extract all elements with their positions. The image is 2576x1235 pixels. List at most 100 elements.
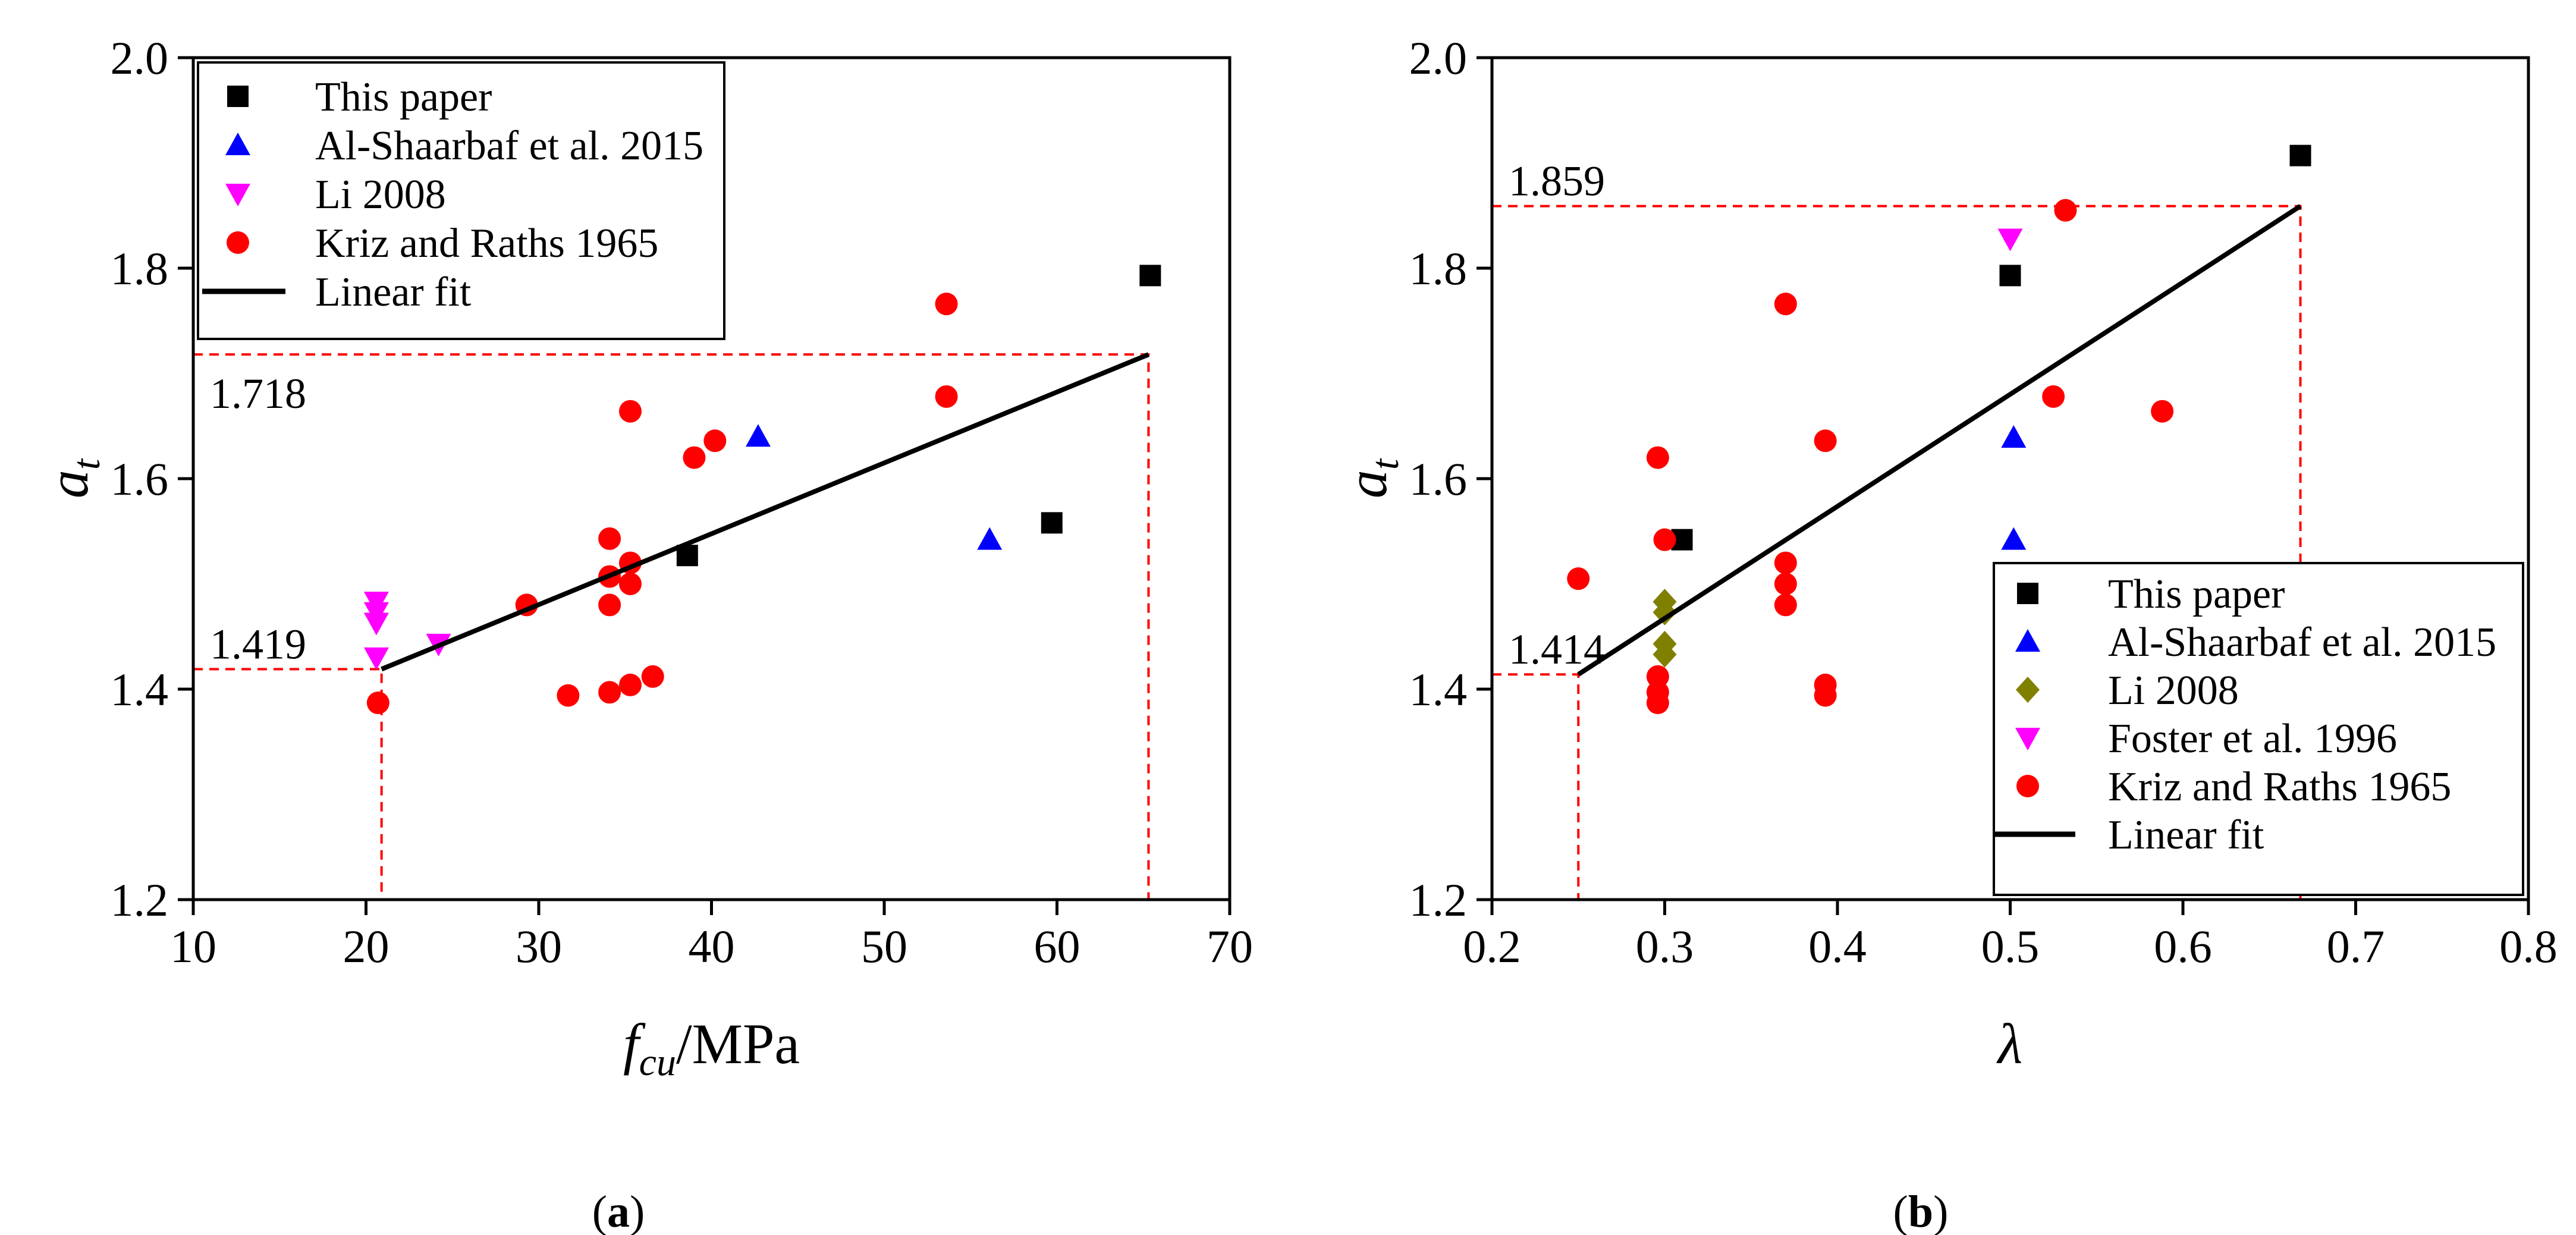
y-axis-label-sub: t xyxy=(1364,458,1407,470)
legend-marker xyxy=(2017,583,2038,604)
legend-marker xyxy=(2016,677,2040,703)
y-axis-label: at xyxy=(36,458,108,498)
y-axis-label: at xyxy=(1335,458,1407,498)
panel-label-open: ( xyxy=(1893,1187,1908,1235)
y-tick-label: 2.0 xyxy=(1409,32,1468,84)
panel-a: 10 20 30 40 50 60 701.21.41.61.82.0fcu/MPaat1.… xyxy=(36,32,1253,1235)
x-axis-label-sub: cu xyxy=(639,1041,676,1084)
legend-entry-label: Foster et al. 1996 xyxy=(2108,716,2397,762)
point-kriz-and-raths-1965 xyxy=(641,665,664,688)
annotation-value-1: 1.718 xyxy=(210,370,306,417)
legend-marker xyxy=(2015,728,2040,750)
point-kriz-and-raths-1965 xyxy=(598,527,621,550)
legend-box xyxy=(197,61,725,340)
point-li-2008 xyxy=(1653,641,1677,668)
panel-label: (a) xyxy=(592,1187,645,1235)
linear-fit-line xyxy=(381,352,1149,672)
legend-entry-label: Linear fit xyxy=(2108,812,2264,858)
x-axis-label-main: λ xyxy=(1996,1012,2023,1076)
legend-entry-label: Kriz and Raths 1965 xyxy=(315,221,658,266)
legend-marker xyxy=(227,231,249,254)
point-kriz-and-raths-1965 xyxy=(618,673,642,696)
point-kriz-and-raths-1965 xyxy=(1653,528,1676,551)
x-axis-label-unit: /MPa xyxy=(676,1012,800,1076)
y-tick-label: 1.6 xyxy=(1409,453,1468,505)
legend-entry-label: Al-Shaarbaf et al. 2015 xyxy=(315,123,703,169)
legend-entry-label: This paper xyxy=(2108,571,2285,617)
point-kriz-and-raths-1965 xyxy=(683,446,706,469)
point-kriz-and-raths-1965 xyxy=(1774,293,1797,316)
x-tick-label: 70 xyxy=(1207,920,1253,972)
point-this-paper xyxy=(1999,265,2021,287)
panel-label-letter: b xyxy=(1908,1187,1933,1235)
y-tick-label: 1.2 xyxy=(111,874,169,926)
legend-entry-label: Li 2008 xyxy=(2108,668,2239,714)
point-kriz-and-raths-1965 xyxy=(1774,573,1797,595)
legend-marker xyxy=(227,86,249,107)
x-tick-label: 40 xyxy=(689,920,735,972)
legend-marker xyxy=(225,184,250,206)
point-kriz-and-raths-1965 xyxy=(557,684,580,707)
point-this-paper xyxy=(1041,512,1063,534)
x-tick-label: 0.3 xyxy=(1636,920,1694,972)
point-foster-et-al-1996 xyxy=(1997,228,2023,252)
legend-entry-label: Al-Shaarbaf et al. 2015 xyxy=(2108,620,2496,665)
x-tick-label: 0.5 xyxy=(1981,920,2040,972)
point-kriz-and-raths-1965 xyxy=(1814,429,1837,452)
annotation-value-2: 1.419 xyxy=(210,620,306,668)
panel-label-close: ) xyxy=(630,1187,645,1235)
y-axis-label-main: a xyxy=(1335,470,1399,498)
point-kriz-and-raths-1965 xyxy=(618,400,642,423)
point-kriz-and-raths-1965 xyxy=(1646,446,1669,469)
legend-entry-label: Li 2008 xyxy=(315,172,446,218)
point-kriz-and-raths-1965 xyxy=(1774,551,1797,574)
point-kriz-and-raths-1965 xyxy=(618,573,642,595)
legend-entry-label: This paper xyxy=(315,74,492,120)
point-kriz-and-raths-1965 xyxy=(1646,665,1669,688)
legend-marker xyxy=(2015,629,2040,652)
legend-entry-label: Linear fit xyxy=(315,269,472,315)
panel-label-open: ( xyxy=(592,1187,607,1235)
x-tick-label: 0.7 xyxy=(2327,920,2385,972)
annotation-value-1: 1.859 xyxy=(1509,158,1605,205)
y-axis-label-main: a xyxy=(36,470,100,498)
x-tick-label: 50 xyxy=(861,920,907,972)
point-kriz-and-raths-1965 xyxy=(2042,385,2065,408)
point-kriz-and-raths-1965 xyxy=(703,429,727,452)
y-tick-label: 1.8 xyxy=(1409,243,1468,294)
point-kriz-and-raths-1965 xyxy=(1814,684,1837,707)
x-axis-label: λ xyxy=(1996,1012,2023,1076)
y-tick-label: 1.6 xyxy=(111,453,169,505)
point-li-2008 xyxy=(1653,599,1677,626)
y-tick-label: 2.0 xyxy=(111,32,169,84)
reference-line-2 xyxy=(193,668,383,900)
point-kriz-and-raths-1965 xyxy=(1567,567,1590,590)
x-tick-label: 60 xyxy=(1034,920,1080,972)
point-kriz-and-raths-1965 xyxy=(598,681,621,704)
legend-marker xyxy=(2016,775,2039,797)
y-tick-label: 1.8 xyxy=(111,243,169,294)
x-tick-label: 0.2 xyxy=(1463,920,1521,972)
point-kriz-and-raths-1965 xyxy=(1774,593,1797,617)
point-kriz-and-raths-1965 xyxy=(366,692,389,715)
point-al-shaarbaf-et-al-2015 xyxy=(745,424,771,447)
panel-label-close: ) xyxy=(1933,1187,1948,1235)
point-kriz-and-raths-1965 xyxy=(2054,199,2077,222)
panel-b: 0.2 0.3 0.4 0.5 0.6 0.7 0.8 1.2 1.4 1.6 1.8 2.0 λ at 1… xyxy=(1335,32,2558,1235)
linear-fit-line xyxy=(1577,204,2302,677)
y-tick-label: 1.4 xyxy=(111,664,169,715)
point-li-2008 xyxy=(363,647,389,670)
legend-entry-label: Kriz and Raths 1965 xyxy=(2108,764,2451,810)
point-this-paper xyxy=(2289,144,2311,166)
point-kriz-and-raths-1965 xyxy=(935,293,958,316)
point-al-shaarbaf-et-al-2015 xyxy=(977,527,1003,550)
y-tick-label: 1.4 xyxy=(1409,664,1468,715)
x-tick-label: 0.6 xyxy=(2154,920,2212,972)
point-this-paper xyxy=(1139,265,1161,287)
point-al-shaarbaf-et-al-2015 xyxy=(2001,527,2027,550)
legend-box xyxy=(1993,562,2524,896)
y-tick-label: 1.2 xyxy=(1409,874,1468,926)
point-kriz-and-raths-1965 xyxy=(935,385,958,408)
x-tick-label: 30 xyxy=(516,920,562,972)
